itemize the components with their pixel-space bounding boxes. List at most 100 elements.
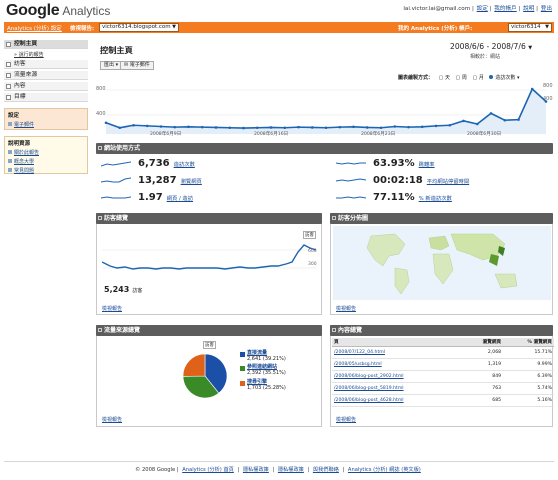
sidebar-item-traffic-sources[interactable]: 流量來源 bbox=[4, 71, 88, 80]
page-link[interactable]: /2008/06/blog-post_4628.html bbox=[332, 394, 464, 407]
sidebar-item-goals[interactable]: 目標 bbox=[4, 93, 88, 102]
data-point bbox=[297, 125, 300, 129]
visitors-overview-header: 訪客總覽 bbox=[96, 213, 322, 224]
sidebar-saved-reports[interactable]: » 說行的報告 bbox=[14, 52, 44, 58]
x-tick-label: 2008年6月30日 bbox=[467, 132, 502, 137]
graph-by-label: 圖表繪製方式： bbox=[398, 75, 434, 81]
data-point bbox=[434, 124, 438, 128]
pie-slice bbox=[182, 375, 220, 399]
email-settings-link[interactable]: 電子郵件 bbox=[8, 121, 84, 128]
section-icon bbox=[332, 216, 336, 220]
about-report-link[interactable]: 關於此報告 bbox=[8, 149, 84, 156]
my-accounts-label: 我的 Analytics (分析) 帳戶: bbox=[398, 26, 473, 32]
help-resources-box: 說明資源 關於此報告 概念大學 常見問題 bbox=[4, 136, 88, 174]
visitors-total: 5,243 訪客 bbox=[104, 285, 143, 294]
world-map[interactable] bbox=[333, 226, 551, 300]
traffic-view-report-link[interactable]: 檢視報告 bbox=[102, 417, 123, 423]
data-point bbox=[462, 119, 465, 123]
site-select[interactable]: victor6314.blogspot.com ▼ bbox=[99, 23, 179, 32]
direct-traffic-link[interactable]: 直接流量 bbox=[247, 350, 268, 356]
analytics-settings-link[interactable]: Analytics (分析) 設定 bbox=[7, 26, 62, 32]
metric-pageviews-link[interactable]: 瀏覽網頁 bbox=[180, 179, 202, 185]
help-link[interactable]: 說明 bbox=[523, 6, 535, 12]
map-view-report-link[interactable]: 檢視報告 bbox=[336, 306, 357, 312]
footer-link[interactable]: Analytics (分析) 首頁 bbox=[182, 467, 234, 473]
footer-link[interactable]: 隱私權政策 bbox=[277, 467, 304, 473]
sign-out-link[interactable]: 登出 bbox=[540, 6, 552, 12]
graph-by-month[interactable]: ▢ 月 bbox=[472, 75, 484, 81]
sidebar-item-dashboard[interactable]: 控制主頁 bbox=[4, 40, 88, 49]
data-point bbox=[352, 125, 355, 129]
graph-by-day[interactable]: ▢ 天 bbox=[438, 75, 450, 81]
settings-link[interactable]: 設定 bbox=[476, 6, 488, 12]
metric-new-visits-link[interactable]: % 新造訪次數 bbox=[418, 196, 452, 202]
footer-link[interactable]: Analytics (分析) 網誌 (英文版) bbox=[347, 467, 421, 473]
chevron-down-icon: ▼ bbox=[528, 45, 533, 51]
visitors-chart bbox=[102, 244, 316, 270]
sidebar-item-visitors[interactable]: 訪客 bbox=[4, 60, 88, 69]
compare-tag[interactable]: 訪客 bbox=[203, 341, 216, 349]
footer-link[interactable]: 隱私權政策 bbox=[242, 467, 269, 473]
metric-avg-time-link[interactable]: 平均網站停留時間 bbox=[426, 179, 470, 185]
orange-nav-bar: Analytics (分析) 設定 檢視報告: victor6314.blogs… bbox=[4, 22, 554, 33]
data-point bbox=[393, 125, 397, 128]
footer-link[interactable]: 與我們聯絡 bbox=[312, 467, 339, 473]
sparkline bbox=[101, 196, 131, 199]
table-row: /2008/07/122_04.html 2,068 15.71% bbox=[332, 346, 554, 359]
data-point bbox=[420, 125, 424, 129]
graph-by-control: 圖表繪製方式： ▢ 天 ▢ 周 ▢ 月 造訪次數 ▾ bbox=[398, 74, 520, 81]
sparkline bbox=[101, 161, 131, 167]
metric-bounce-rate-link[interactable]: 跳離率 bbox=[418, 162, 435, 168]
data-point bbox=[517, 118, 520, 121]
date-range-picker[interactable]: 2008/6/6 - 2008/7/6 ▼ bbox=[450, 42, 533, 51]
data-point bbox=[379, 126, 383, 130]
account-select[interactable]: victor6314 ▼ bbox=[508, 23, 552, 32]
conversion-university-link[interactable]: 概念大學 bbox=[8, 158, 84, 165]
visitors-view-report-link[interactable]: 檢視報告 bbox=[102, 306, 123, 312]
data-point bbox=[489, 112, 493, 115]
y-axis-label-mid: 400 bbox=[96, 111, 106, 117]
content-overview-header: 內容總覽 bbox=[330, 325, 553, 336]
chart-legend[interactable]: 造訪次數 ▾ bbox=[489, 74, 520, 81]
data-point bbox=[503, 118, 507, 122]
data-point bbox=[338, 125, 342, 129]
copyright: © 2008 Google bbox=[135, 467, 176, 473]
logo-google: Google bbox=[6, 2, 60, 19]
data-point bbox=[228, 126, 232, 130]
column-header-page: 頁 bbox=[332, 338, 464, 347]
visits-line bbox=[105, 87, 547, 129]
email-button[interactable]: ✉ 電子郵件 bbox=[120, 61, 154, 70]
data-point bbox=[255, 126, 259, 130]
visitors-chart-right-label: 300 bbox=[308, 262, 317, 267]
export-button[interactable]: 匯出 ▾ bbox=[100, 61, 123, 70]
data-point bbox=[200, 125, 204, 129]
page-link[interactable]: /2008/06/blog-post_2902.html bbox=[332, 370, 464, 383]
sidebar-item-content[interactable]: 內容 bbox=[4, 82, 88, 91]
metric-visits-link[interactable]: 造訪次數 bbox=[173, 162, 195, 168]
page-link[interactable]: /2008/06/blog-post_5819.html bbox=[332, 382, 464, 395]
y-axis-label-right-top: 800 bbox=[543, 83, 553, 89]
referring-sites-swatch bbox=[240, 366, 245, 371]
metric-avg-time: 00:02:18 平均網站停留時間 bbox=[373, 175, 470, 186]
content-view-report-link[interactable]: 檢視報告 bbox=[336, 417, 357, 423]
compare-tag[interactable]: 訪客 bbox=[303, 231, 316, 239]
column-header-pct[interactable]: % 瀏覽網頁 bbox=[503, 338, 554, 347]
graph-by-week[interactable]: ▢ 周 bbox=[455, 75, 467, 81]
column-header-pageviews[interactable]: 瀏覽網頁 bbox=[463, 338, 504, 347]
data-point bbox=[173, 125, 177, 129]
page-link[interactable]: /2008/07/122_04.html bbox=[332, 346, 464, 359]
my-account-link[interactable]: 我的帳戶 bbox=[494, 6, 517, 12]
traffic-icon bbox=[6, 73, 11, 78]
search-engines-link[interactable]: 搜尋引擎 bbox=[247, 379, 268, 385]
pie-slice bbox=[204, 353, 228, 394]
faq-link[interactable]: 常見問題 bbox=[8, 167, 84, 174]
chevron-down-icon: ▼ bbox=[172, 24, 176, 30]
referring-sites-link[interactable]: 參照連結網站 bbox=[247, 364, 278, 370]
metric-pages-per-visit-link[interactable]: 網頁 / 造訪 bbox=[166, 196, 194, 202]
dashboard-icon bbox=[6, 42, 11, 47]
page-link[interactable]: /2008/05/usbsg.html bbox=[332, 358, 464, 371]
search-engines-swatch bbox=[240, 381, 245, 386]
sparkline bbox=[101, 177, 131, 183]
footer: © 2008 Google | Analytics (分析) 首頁 | 隱私權政… bbox=[135, 467, 421, 473]
visits-area bbox=[106, 89, 546, 134]
